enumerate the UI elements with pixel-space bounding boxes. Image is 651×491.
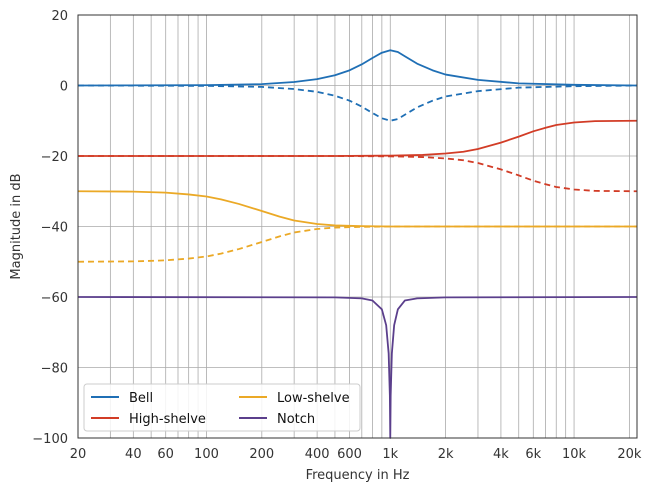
series-line-4 [77, 190, 637, 228]
x-tick-label: 600 [337, 447, 362, 462]
series-line-2 [78, 119, 638, 157]
x-tick-label: 40 [125, 447, 142, 462]
y-tick-label: 0 [60, 80, 68, 95]
y-axis-ticks: −100 −80 −60 −40 −20 0 20 [32, 9, 68, 447]
legend-label: High-shelve [129, 412, 206, 427]
x-tick-label: 100 [194, 447, 219, 462]
y-tick-label: −40 [41, 221, 68, 236]
y-axis-label: Magnitude in dB [9, 173, 24, 279]
y-tick-label: −20 [41, 150, 68, 165]
legend-label: Low-shelve [277, 391, 350, 406]
series-line-3 [78, 155, 638, 193]
x-tick-label: 20k [617, 447, 642, 462]
legend-box [83, 383, 361, 432]
y-tick-label: −100 [32, 432, 68, 447]
x-tick-label: 10k [562, 447, 587, 462]
x-axis-label: Frequency in Hz [306, 468, 410, 483]
y-tick-label: −80 [41, 362, 68, 377]
series-line-5 [77, 225, 637, 263]
y-tick-label: 20 [51, 9, 68, 24]
x-tick-label: 200 [249, 447, 274, 462]
y-tick-label: −60 [41, 291, 68, 306]
x-tick-label: 20 [70, 447, 87, 462]
plot-series [77, 49, 638, 439]
x-tick-label: 4k [493, 447, 509, 462]
x-axis-ticks: 20 40 60 100 200 400 600 1k 2k 4k 6k 10k 20k [70, 447, 642, 462]
series-line-1 [77, 84, 638, 122]
legend-label: Bell [129, 391, 153, 406]
x-tick-label: 60 [157, 447, 174, 462]
legend: Bell High-shelve Low-shelve Notch [83, 383, 361, 432]
legend-label: Notch [277, 412, 315, 427]
x-tick-label: 400 [305, 447, 330, 462]
x-tick-label: 6k [525, 447, 541, 462]
x-tick-label: 1k [382, 447, 398, 462]
plot-frame [77, 14, 638, 439]
x-tick-label: 2k [438, 447, 454, 462]
series-line-0 [77, 49, 638, 87]
